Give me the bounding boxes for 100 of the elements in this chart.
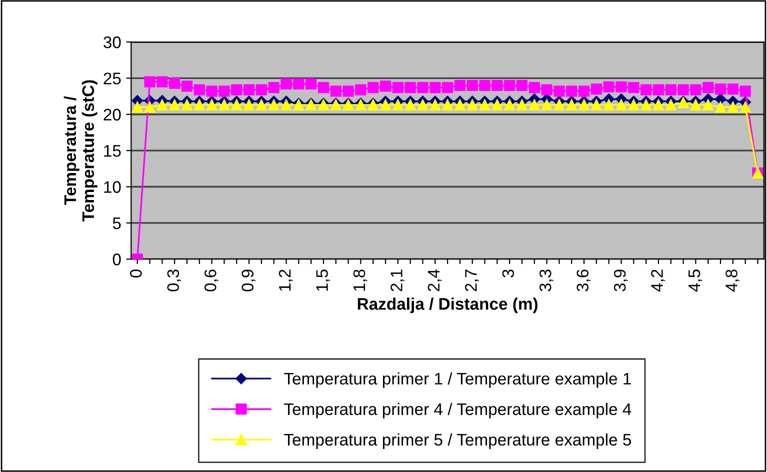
point xyxy=(479,80,490,91)
y-tick-label: 25 xyxy=(104,72,121,84)
point xyxy=(528,99,540,111)
point xyxy=(218,86,230,97)
legend-label: Temperatura primer 1 / Temperature example 1 xyxy=(284,372,631,388)
point xyxy=(218,99,230,111)
point xyxy=(479,99,490,111)
x-tick-label: 3,3 xyxy=(539,270,554,292)
point xyxy=(268,99,280,111)
point xyxy=(417,82,428,94)
point xyxy=(628,99,640,111)
point xyxy=(590,99,602,111)
point xyxy=(355,84,366,96)
point xyxy=(590,83,602,95)
point xyxy=(318,82,330,94)
point xyxy=(740,102,751,113)
x-tick-label: 3,6 xyxy=(576,270,590,292)
point xyxy=(603,99,614,111)
x-tick-label: 2,7 xyxy=(465,270,479,292)
x-tick-label: 4,5 xyxy=(688,270,702,292)
point xyxy=(392,82,404,94)
legend-label: Temperatura primer 5 / Temperature example 5 xyxy=(284,433,631,449)
point xyxy=(554,99,565,111)
point xyxy=(466,80,478,91)
point xyxy=(256,84,267,96)
point xyxy=(516,99,528,111)
point xyxy=(504,80,516,91)
point xyxy=(554,86,565,97)
y-tick-label: 20 xyxy=(104,108,121,121)
point xyxy=(231,84,242,96)
point xyxy=(516,80,528,91)
point xyxy=(727,102,738,113)
point xyxy=(454,99,466,111)
y-tick-label: 30 xyxy=(104,36,121,48)
x-tick-label: 1,2 xyxy=(278,270,293,291)
point xyxy=(541,99,552,111)
point xyxy=(616,99,627,111)
point xyxy=(243,99,255,111)
y-tick-label: 10 xyxy=(104,181,121,193)
point xyxy=(280,78,292,90)
point xyxy=(206,99,218,111)
legend-label: Temperatura primer 4 / Temperature example 4 xyxy=(284,402,632,418)
point xyxy=(442,82,454,94)
point xyxy=(702,99,714,111)
point xyxy=(678,84,689,96)
point xyxy=(194,99,205,111)
y-tick-label: 15 xyxy=(104,145,121,157)
point xyxy=(652,99,664,111)
point xyxy=(169,78,180,89)
point xyxy=(380,99,392,111)
y-axis-title: Temperatura / Temperature (stC) xyxy=(64,80,98,222)
x-tick-label: 3,9 xyxy=(614,270,628,292)
point xyxy=(380,80,392,92)
point xyxy=(368,82,379,94)
x-tick-label: 3 xyxy=(502,270,514,278)
point xyxy=(702,82,714,94)
point xyxy=(492,80,503,91)
point xyxy=(330,86,342,97)
y-tick-label: 0 xyxy=(112,254,121,266)
point xyxy=(665,84,676,96)
point xyxy=(156,99,168,111)
point xyxy=(492,99,503,111)
point xyxy=(504,99,516,111)
point xyxy=(640,99,652,111)
point xyxy=(392,99,404,111)
x-tick-label: 1,5 xyxy=(316,270,330,291)
y-tick-label: 5 xyxy=(112,218,121,230)
point xyxy=(652,84,664,96)
point xyxy=(528,82,540,94)
x-tick-label: 0,6 xyxy=(204,270,218,292)
point xyxy=(714,94,726,105)
point xyxy=(740,86,751,97)
point xyxy=(206,86,218,97)
point xyxy=(156,76,168,88)
x-tick-label: 4,8 xyxy=(726,270,740,292)
point xyxy=(690,84,702,96)
point xyxy=(169,99,180,111)
x-tick-label: 2,4 xyxy=(428,269,442,292)
point xyxy=(181,80,193,92)
point xyxy=(466,99,478,111)
x-tick-label: 0,3 xyxy=(167,270,182,292)
point xyxy=(342,86,354,97)
point xyxy=(268,82,280,94)
point xyxy=(665,99,676,111)
point xyxy=(442,99,454,111)
point xyxy=(603,81,614,92)
point xyxy=(144,102,156,113)
point xyxy=(243,84,255,96)
point xyxy=(727,83,738,95)
point xyxy=(714,83,726,95)
point xyxy=(578,99,590,111)
x-axis-title: Razdalja / Distance (m) xyxy=(358,298,538,314)
point xyxy=(293,78,304,90)
point xyxy=(256,99,267,111)
x-tick-label: 4,2 xyxy=(651,270,665,292)
point xyxy=(566,86,578,97)
point xyxy=(714,102,726,113)
point xyxy=(280,99,292,111)
point xyxy=(132,102,143,113)
point xyxy=(404,82,416,94)
